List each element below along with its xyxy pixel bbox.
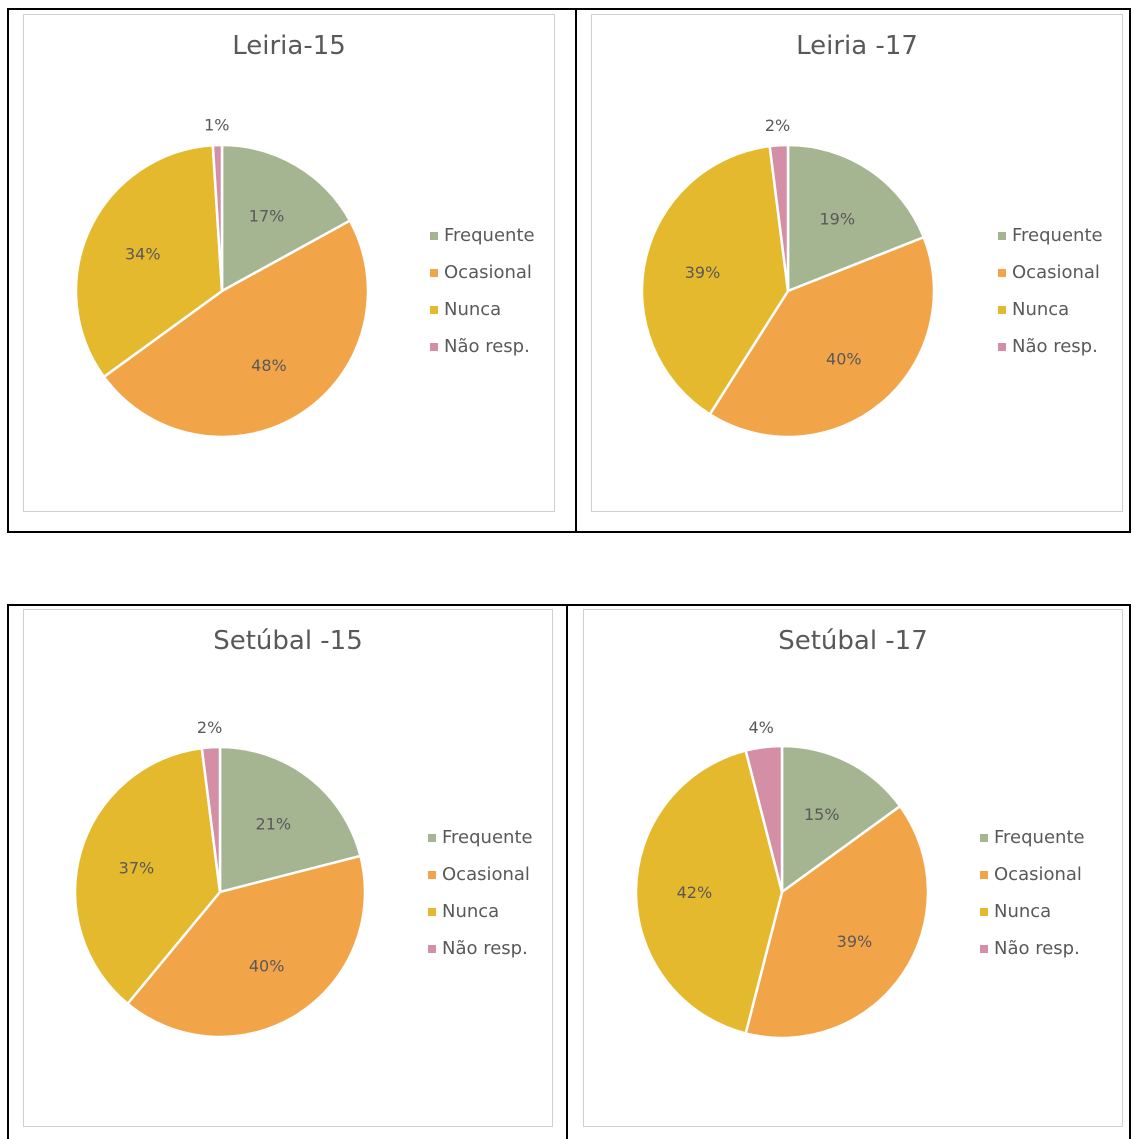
legend-swatch — [428, 833, 436, 842]
pie-slice-nunca — [634, 749, 784, 1035]
pie-chart: 15% 39% 42% 4% — [634, 718, 930, 1040]
top-divider — [575, 8, 577, 533]
data-label-frequente: 19% — [819, 210, 855, 229]
bottom-divider — [566, 604, 568, 1139]
legend-label: Ocasional — [994, 864, 1082, 885]
legend-item-frequente: Frequente — [430, 217, 535, 254]
pie-slice-nao-resp — [211, 143, 224, 293]
legend-swatch — [980, 907, 988, 916]
legend-item-nunca: Nunca — [430, 291, 535, 328]
chart-setubal-17: Setúbal -17 15% 39% 42% 4% Frequente Ocasion… — [583, 609, 1123, 1127]
legend-label: Frequente — [994, 827, 1085, 848]
legend-label: Nunca — [1012, 299, 1070, 320]
data-label-ocasional: 48% — [251, 356, 287, 375]
pie-slice-ocasional — [126, 854, 367, 1039]
legend-item-nao-resp: Não resp. — [430, 328, 535, 365]
pie-slice-ocasional — [102, 219, 370, 439]
legend-swatch — [998, 268, 1006, 277]
chart-title: Leiria-15 — [232, 31, 346, 61]
legend-label: Frequente — [444, 225, 535, 246]
legend-swatch — [980, 944, 988, 953]
legend-swatch — [430, 305, 438, 314]
legend-item-frequente: Frequente — [980, 819, 1085, 856]
legend-label: Não resp. — [1012, 336, 1098, 357]
legend: Frequente Ocasional Nunca Não resp. — [998, 217, 1103, 365]
data-label-ocasional: 40% — [826, 349, 862, 368]
legend-swatch — [430, 231, 438, 240]
legend-label: Frequente — [442, 827, 533, 848]
data-label-nao-resp: 2% — [197, 718, 222, 737]
legend-swatch — [980, 870, 988, 879]
legend-item-ocasional: Ocasional — [430, 254, 535, 291]
chart-title: Setúbal -15 — [213, 626, 363, 656]
legend-swatch — [428, 944, 436, 953]
legend-item-nunca: Nunca — [998, 291, 1103, 328]
legend-label: Não resp. — [442, 938, 528, 959]
chart-setubal-15: Setúbal -15 21% 40% 37% 2% Frequente Ocasion… — [23, 609, 553, 1127]
legend-swatch — [980, 833, 988, 842]
legend: Frequente Ocasional Nunca Não resp. — [430, 217, 535, 365]
data-label-frequente: 17% — [249, 207, 285, 226]
legend-swatch — [430, 342, 438, 351]
legend-label: Nunca — [442, 901, 500, 922]
legend-label: Nunca — [994, 901, 1052, 922]
legend: Frequente Ocasional Nunca Não resp. — [980, 819, 1085, 967]
pie-slice-nunca — [640, 144, 790, 416]
chart-leiria-17: Leiria -17 19% 40% 39% 2% Frequente Ocasiona… — [591, 14, 1123, 512]
legend-item-nunca: Nunca — [428, 893, 533, 930]
data-label-ocasional: 39% — [837, 932, 873, 951]
legend-label: Ocasional — [1012, 262, 1100, 283]
legend-item-ocasional: Ocasional — [428, 856, 533, 893]
legend-item-ocasional: Ocasional — [998, 254, 1103, 291]
pie-chart: 19% 40% 39% 2% — [640, 116, 936, 439]
pie-slice-frequente — [780, 744, 902, 894]
legend-swatch — [998, 342, 1006, 351]
data-label-nunca: 34% — [125, 245, 161, 264]
legend-item-nao-resp: Não resp. — [428, 930, 533, 967]
legend: Frequente Ocasional Nunca Não resp. — [428, 819, 533, 967]
pie-slice-nao-resp — [768, 143, 790, 293]
chart-title: Leiria -17 — [796, 31, 918, 61]
pie-slice-nao-resp — [200, 745, 222, 894]
pie-slice-nao-resp — [744, 744, 784, 894]
pie-slice-frequente — [786, 143, 925, 293]
legend-swatch — [430, 268, 438, 277]
pie-slice-ocasional — [744, 804, 930, 1040]
legend-label: Não resp. — [994, 938, 1080, 959]
pie-chart: 21% 40% 37% 2% — [73, 718, 367, 1039]
legend-swatch — [428, 907, 436, 916]
data-label-ocasional: 40% — [249, 956, 285, 975]
legend-label: Frequente — [1012, 225, 1103, 246]
legend-item-frequente: Frequente — [428, 819, 533, 856]
legend-item-nao-resp: Não resp. — [980, 930, 1085, 967]
legend-item-frequente: Frequente — [998, 217, 1103, 254]
legend-swatch — [428, 870, 436, 879]
pie-slice-nunca — [73, 746, 222, 1005]
legend-label: Nunca — [444, 299, 502, 320]
data-label-frequente: 15% — [804, 805, 840, 824]
data-label-nao-resp: 2% — [765, 116, 790, 135]
legend-swatch — [998, 231, 1006, 240]
data-label-nao-resp: 1% — [204, 116, 229, 135]
data-label-nao-resp: 4% — [748, 718, 773, 737]
pie-slice-frequente — [220, 143, 352, 293]
data-label-nunca: 39% — [685, 263, 721, 282]
legend-label: Não resp. — [444, 336, 530, 357]
legend-label: Ocasional — [444, 262, 532, 283]
pie-slice-ocasional — [708, 236, 936, 439]
pie-chart: 17% 48% 34% 1% — [74, 116, 370, 439]
legend-item-nunca: Nunca — [980, 893, 1085, 930]
chart-leiria-15: Leiria-15 17% 48% 34% 1% Frequente Ocasional… — [23, 14, 555, 512]
data-label-nunca: 37% — [119, 859, 155, 878]
chart-title: Setúbal -17 — [778, 626, 928, 656]
pie-slice-frequente — [218, 745, 362, 894]
pie-slice-nunca — [74, 144, 224, 379]
legend-swatch — [998, 305, 1006, 314]
data-label-nunca: 42% — [677, 883, 713, 902]
legend-item-ocasional: Ocasional — [980, 856, 1085, 893]
data-label-frequente: 21% — [256, 814, 292, 833]
legend-item-nao-resp: Não resp. — [998, 328, 1103, 365]
legend-label: Ocasional — [442, 864, 530, 885]
